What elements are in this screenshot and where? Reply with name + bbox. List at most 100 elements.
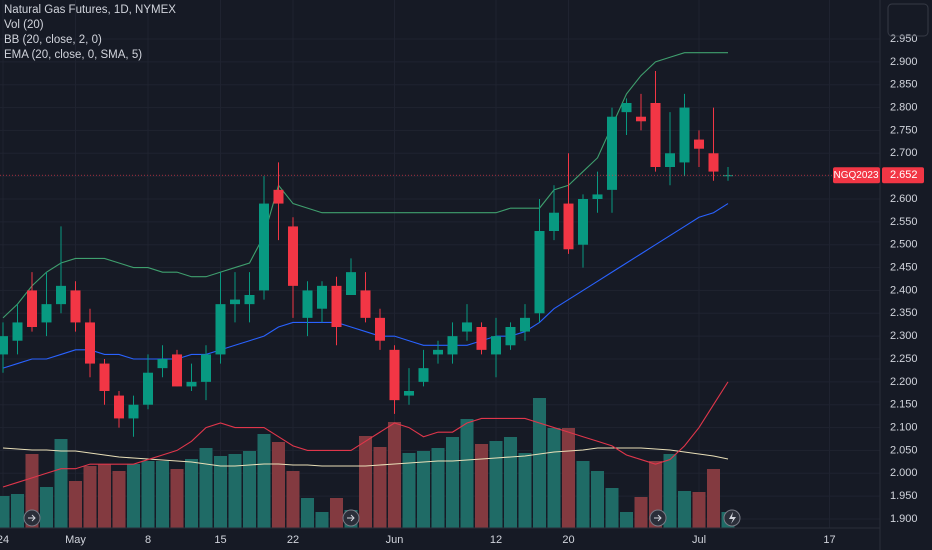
y-tick-label: 2.850: [890, 79, 918, 91]
candle-body: [433, 349, 443, 355]
symbol-label: NGQ2023: [833, 170, 878, 181]
volume-bar: [98, 464, 111, 528]
x-tick-label: 24: [0, 534, 9, 546]
volume-bar: [460, 419, 474, 528]
volume-bar: [228, 454, 242, 528]
event-icon[interactable]: [723, 509, 741, 527]
y-tick-label: 2.950: [890, 33, 918, 45]
volume-bar: [373, 447, 387, 528]
x-tick-label: 12: [490, 534, 502, 546]
volume-bar: [707, 469, 720, 528]
candle-body: [186, 381, 197, 387]
volume-bar: [518, 453, 532, 528]
y-tick-label: 2.500: [890, 239, 918, 251]
candle-body: [708, 153, 719, 172]
x-tick-label: 8: [145, 534, 151, 546]
indicator-label: EMA (20, close, 0, SMA, 5): [4, 49, 142, 61]
candle-body: [447, 336, 458, 355]
y-tick-label: 2.400: [890, 284, 918, 296]
y-tick-label: 2.000: [890, 467, 918, 479]
volume-bar: [301, 498, 314, 528]
candle-body: [679, 107, 690, 163]
volume-bar: [359, 436, 372, 528]
x-tick-label: Jul: [692, 534, 706, 546]
volume-bar: [141, 461, 155, 528]
volume-bar: [156, 461, 169, 528]
candle-body: [621, 103, 632, 113]
candle-body: [288, 226, 298, 286]
bb-lower-line: [2, 381, 729, 488]
candle-body: [491, 336, 501, 355]
candle-body: [462, 322, 472, 332]
vol-ma-line: [2, 447, 729, 467]
candle-body: [70, 290, 81, 323]
candle-body: [41, 304, 52, 323]
volume-bar: [25, 454, 39, 528]
candle-body: [578, 199, 588, 245]
candle-body: [505, 327, 516, 346]
y-tick-label: 2.800: [890, 101, 918, 113]
x-tick-label: 15: [214, 534, 226, 546]
candle-body: [99, 363, 110, 391]
volume-bar: [54, 439, 68, 528]
candle-body: [0, 336, 8, 355]
y-tick-label: 2.750: [890, 124, 918, 136]
volume-bar: [547, 428, 561, 528]
volume-bar: [69, 481, 82, 528]
volume-bar: [170, 469, 184, 528]
last-price-label: 2.652: [890, 169, 918, 181]
candle-body: [723, 175, 733, 177]
candle-body: [259, 203, 269, 291]
candle-body: [389, 349, 400, 401]
candle-body: [375, 317, 385, 341]
event-icon[interactable]: [23, 509, 41, 527]
volume-bar: [533, 398, 546, 528]
volume-bar: [634, 497, 648, 528]
candle-body: [128, 404, 139, 419]
volume-bar: [402, 453, 416, 528]
y-tick-label: 2.350: [890, 307, 918, 319]
candle-body: [114, 395, 124, 419]
volume-bar: [576, 461, 590, 528]
candle-body: [607, 116, 617, 190]
x-tick-label: 22: [287, 534, 299, 546]
candle-body: [85, 322, 95, 364]
volume-bar: [330, 498, 343, 528]
y-tick-label: 2.600: [890, 193, 918, 205]
volume-bar: [83, 466, 97, 528]
volume-bar: [562, 428, 575, 528]
y-tick-label: 2.550: [890, 216, 918, 228]
candle-body: [172, 354, 182, 387]
volume-bar: [605, 488, 619, 528]
candle-body: [520, 317, 530, 332]
event-icon[interactable]: [649, 509, 667, 527]
candle-body: [331, 285, 342, 327]
volume-bar: [243, 451, 256, 528]
volume-bar: [388, 422, 401, 528]
candle-body: [418, 368, 429, 382]
candle-body: [592, 194, 603, 199]
candle-body: [273, 189, 284, 204]
candle-body: [12, 322, 23, 341]
y-tick-label: 2.200: [890, 376, 918, 388]
volume-bar: [286, 471, 300, 528]
candle-body: [549, 212, 559, 231]
volume-bar: [315, 512, 329, 528]
x-tick-label: May: [65, 534, 86, 546]
x-tick-label: Jun: [386, 534, 404, 546]
y-tick-label: 2.250: [890, 353, 918, 365]
volume-bar: [127, 464, 140, 528]
chart-title: Natural Gas Futures, 1D, NYMEX: [4, 4, 176, 16]
candle-body: [27, 290, 37, 327]
volume-bar: [489, 441, 503, 528]
y-tick-label: 1.950: [890, 490, 918, 502]
candle-body: [56, 285, 66, 305]
toolbar-button[interactable]: [887, 3, 929, 37]
x-tick-label: 20: [562, 534, 574, 546]
y-tick-label: 2.450: [890, 261, 918, 273]
candle-body: [650, 103, 661, 167]
candle-body: [360, 290, 371, 318]
event-icon[interactable]: [342, 509, 360, 527]
